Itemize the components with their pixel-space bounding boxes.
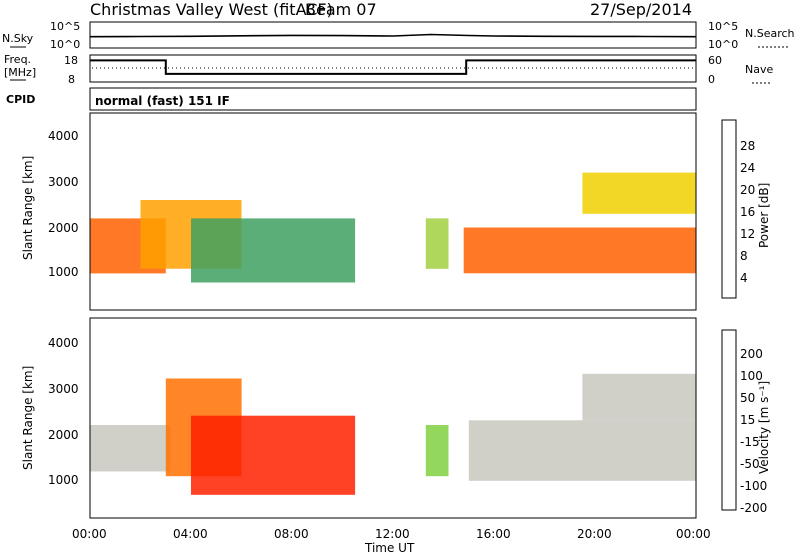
power-colorbar	[721, 119, 737, 299]
velocity-regions-region-5	[582, 373, 696, 421]
velocity-cb-tick-100: 100	[740, 369, 763, 383]
velocity-regions-region-3	[425, 425, 449, 477]
velocity-cb-tick-15: 15	[740, 413, 755, 427]
x-tick-1200: 12:00	[375, 527, 410, 541]
x-tick-1600: 16:00	[476, 527, 511, 541]
velocity-cb-tick-50: 50	[740, 391, 755, 405]
x-tick-0800: 08:00	[274, 527, 309, 541]
velocity-cb-tick-neg15: -15	[740, 435, 760, 449]
beam-label: Beam 07	[305, 0, 377, 19]
power-cb-tick-28: 28	[740, 139, 755, 153]
power-data-layer	[90, 172, 696, 283]
power-regions-region-2	[191, 218, 356, 283]
power-regions-region-4	[463, 227, 696, 274]
nsearch-legend: N.Search	[745, 27, 795, 40]
freq-tick-top-right: 60	[708, 54, 722, 67]
velocity-colorbar	[721, 329, 737, 511]
power-colorbar-frame	[721, 119, 737, 299]
nsky-series-line	[89, 33, 697, 38]
velocity-data-layer	[90, 373, 697, 495]
cpid-frame	[89, 87, 697, 111]
velocity-colorbar-title: Velocity [m s⁻¹]	[757, 381, 771, 474]
nsky-frame	[89, 21, 697, 49]
power-ytick-3000: 3000	[48, 175, 79, 189]
x-tick-0000a: 00:00	[72, 527, 107, 541]
freq-label: Freq.	[4, 53, 31, 66]
freq-tick-bottom-right: 0	[708, 73, 715, 86]
power-cb-tick-16: 16	[740, 205, 755, 219]
cpid-mode-text: normal (fast) 151 IF	[95, 94, 230, 108]
freq-unit: [MHz]	[4, 66, 36, 79]
velocity-regions-region-2	[191, 415, 356, 495]
power-cb-tick-8: 8	[740, 249, 748, 263]
power-ylabel: Slant Range [km]	[21, 156, 35, 260]
velocity-ytick-3000: 3000	[48, 382, 79, 396]
power-regions-region-5	[582, 172, 696, 214]
velocity-cb-tick-neg100: -100	[740, 479, 767, 493]
nsky-label: N.Sky	[2, 32, 34, 45]
x-tick-2000: 20:00	[577, 527, 612, 541]
power-ytick-4000: 4000	[48, 129, 79, 143]
nsky-panel: N.Sky 10^5 10^0 10^5 10^0 N.Search	[2, 20, 795, 51]
velocity-ytick-2000: 2000	[48, 428, 79, 442]
velocity-cb-tick-200: 200	[740, 347, 763, 361]
date-label: 27/Sep/2014	[590, 0, 692, 19]
power-frame	[89, 112, 697, 311]
nsky-tick-bottom-left: 10^0	[50, 38, 80, 51]
power-cb-tick-24: 24	[740, 161, 755, 175]
freq-series-line	[90, 59, 696, 75]
velocity-ylabel: Slant Range [km]	[21, 366, 35, 470]
nsky-tick-bottom-right: 10^0	[708, 38, 738, 51]
power-ytick-2000: 2000	[48, 221, 79, 235]
power-colorbar-title: Power [dB]	[757, 183, 771, 248]
velocity-ytick-4000: 4000	[48, 336, 79, 350]
freq-tick-top-left: 18	[64, 54, 78, 67]
velocity-frame	[89, 317, 697, 519]
power-panel: Slant Range [km] 4000 3000 2000 1000 Pow…	[21, 112, 771, 311]
velocity-ytick-1000: 1000	[48, 473, 79, 487]
chart-title: Christmas Valley West (fitACF)	[90, 0, 333, 19]
power-ytick-1000: 1000	[48, 265, 79, 279]
velocity-cb-tick-neg200: -200	[740, 501, 767, 515]
freq-panel: Freq. [MHz] 18 8 60 0 Nave	[4, 53, 773, 86]
velocity-panel: Slant Range [km] 4000 3000 2000 1000 Vel…	[21, 317, 771, 519]
power-regions-region-3	[425, 218, 449, 269]
x-tick-0400: 04:00	[173, 527, 208, 541]
power-cb-tick-4: 4	[740, 271, 748, 285]
cpid-label: CPID	[6, 93, 35, 106]
x-tick-0000b: 00:00	[676, 527, 711, 541]
nsky-tick-top-right: 10^5	[708, 20, 738, 33]
velocity-colorbar-frame	[721, 329, 737, 511]
x-axis-title: Time UT	[364, 541, 415, 554]
freq-frame	[89, 54, 697, 83]
freq-tick-bottom-left: 8	[68, 73, 75, 86]
velocity-cb-tick-neg50: -50	[740, 457, 760, 471]
nave-legend: Nave	[745, 63, 773, 76]
velocity-regions-region-0	[90, 425, 171, 472]
power-cb-tick-12: 12	[740, 227, 755, 241]
velocity-regions-region-4	[468, 420, 697, 481]
power-cb-tick-20: 20	[740, 183, 755, 197]
nsky-tick-top-left: 10^5	[50, 20, 80, 33]
